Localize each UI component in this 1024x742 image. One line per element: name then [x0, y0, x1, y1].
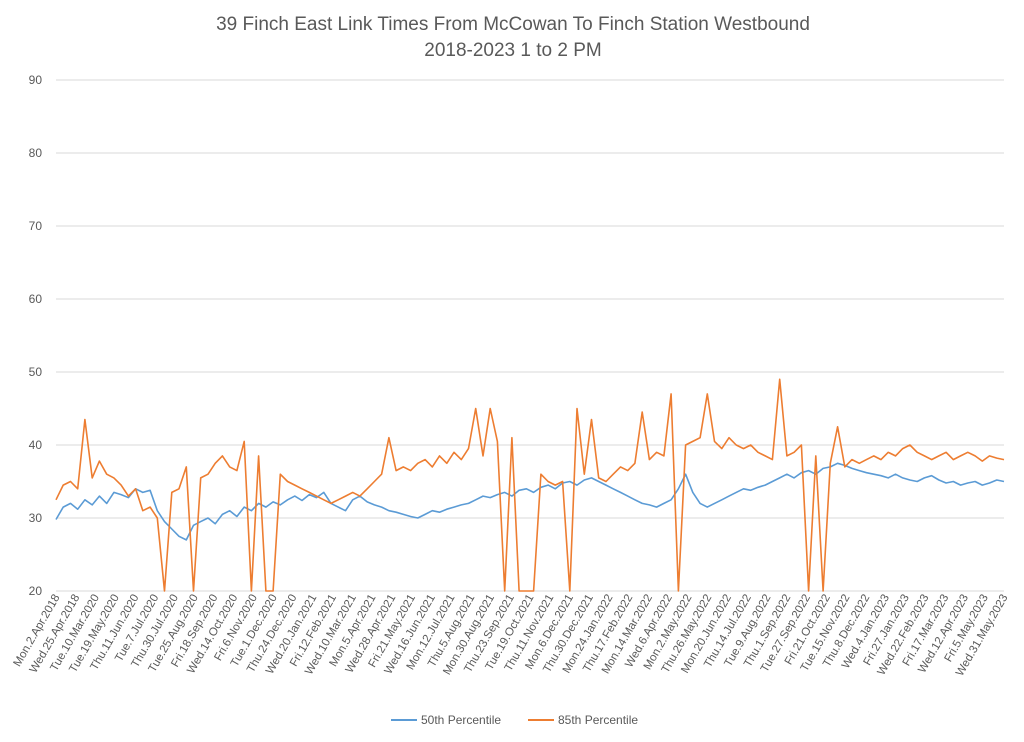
y-tick-label-90: 90	[29, 73, 43, 87]
chart-subtitle: 2018-2023 1 to 2 PM	[424, 40, 601, 61]
legend-label-85th: 85th Percentile	[558, 713, 638, 727]
legend: 50th Percentile 85th Percentile	[391, 713, 638, 727]
gridlines	[56, 79, 1004, 592]
y-tick-label-30: 30	[29, 511, 43, 525]
y-tick-label-70: 70	[29, 219, 43, 233]
legend-label-50th: 50th Percentile	[421, 713, 501, 727]
series-lines	[55, 378, 1005, 592]
y-tick-label-40: 40	[29, 438, 43, 452]
series-line-85th	[55, 378, 1005, 592]
x-axis-tick-labels: Mon.2.Apr.2018Wed.25.Apr.2018Tue.10.Mar.…	[12, 593, 1011, 679]
y-tick-label-20: 20	[29, 584, 43, 598]
chart-title: 39 Finch East Link Times From McCowan To…	[216, 14, 810, 35]
y-axis-tick-labels: 20 30 40 50 60 70 80 90	[29, 73, 43, 598]
y-tick-label-60: 60	[29, 292, 43, 306]
y-tick-label-50: 50	[29, 365, 43, 379]
y-tick-label-80: 80	[29, 146, 43, 160]
